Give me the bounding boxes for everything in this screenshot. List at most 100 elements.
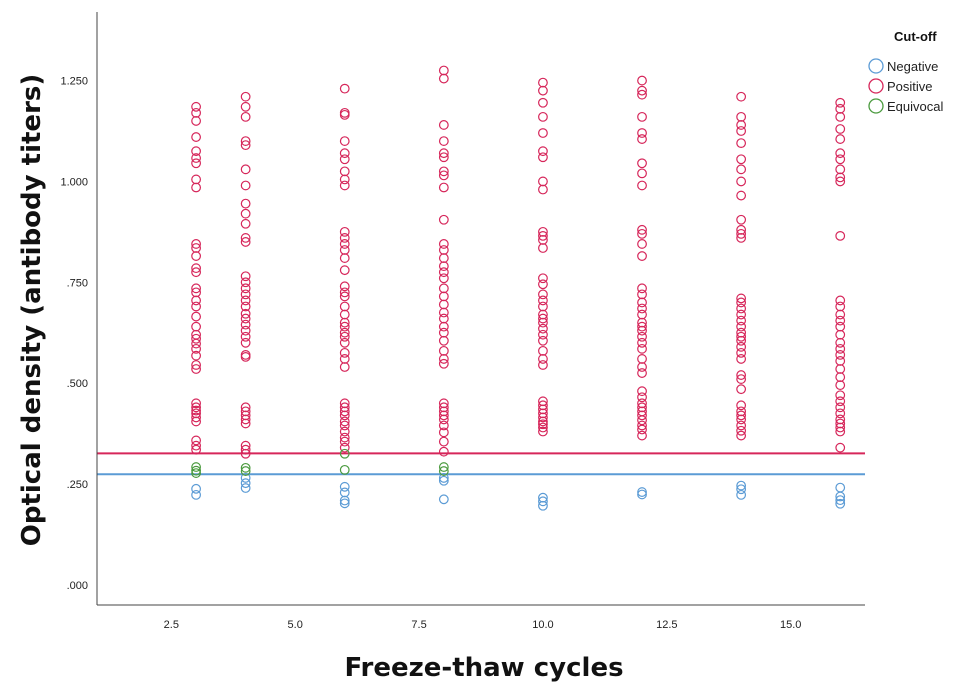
positive-point xyxy=(538,360,548,370)
positive-point xyxy=(240,414,251,425)
negative-point xyxy=(339,487,350,498)
legend-marker xyxy=(868,98,884,114)
positive-point xyxy=(240,180,251,191)
positive-point xyxy=(438,307,449,318)
positive-point xyxy=(240,218,251,229)
positive-point xyxy=(835,422,846,433)
positive-point xyxy=(191,107,201,118)
positive-point xyxy=(339,180,350,191)
positive-point xyxy=(637,180,647,191)
negative-point xyxy=(240,478,251,489)
positive-point xyxy=(339,309,350,320)
positive-point xyxy=(736,154,747,165)
positive-point xyxy=(736,341,747,352)
negative-point xyxy=(736,480,747,491)
positive-point xyxy=(637,111,647,122)
y-axis-title: Optical density (antibody titers) xyxy=(17,74,47,547)
positive-point xyxy=(736,335,747,346)
positive-point xyxy=(835,301,846,312)
positive-point xyxy=(637,134,647,144)
positive-point xyxy=(339,432,350,443)
positive-point xyxy=(736,321,747,332)
positive-point xyxy=(191,350,201,361)
positive-point xyxy=(191,412,201,423)
positive-point xyxy=(438,65,449,76)
positive-point xyxy=(736,309,747,320)
positive-point xyxy=(191,116,201,126)
positive-point xyxy=(637,424,647,435)
positive-point xyxy=(438,267,449,278)
positive-point xyxy=(438,446,449,457)
positive-point xyxy=(835,372,846,382)
positive-point xyxy=(438,245,449,255)
positive-point xyxy=(191,251,201,261)
positive-point xyxy=(339,148,350,159)
positive-point xyxy=(191,338,201,349)
positive-point xyxy=(538,289,548,300)
positive-point xyxy=(637,89,647,100)
positive-point xyxy=(438,299,449,310)
positive-point xyxy=(637,420,647,431)
positive-point xyxy=(191,343,201,354)
y-tick-label: .000 xyxy=(67,580,88,592)
negative-point xyxy=(835,495,846,506)
positive-point xyxy=(538,111,548,122)
positive-point xyxy=(339,154,350,165)
positive-point xyxy=(240,233,251,243)
reference-lines xyxy=(97,452,865,476)
positive-point xyxy=(736,214,747,225)
positive-point xyxy=(736,354,747,364)
positive-point xyxy=(240,444,251,455)
x-tick-label: 15.0 xyxy=(780,619,801,631)
positive-point xyxy=(438,414,449,425)
equivocal-point xyxy=(339,464,350,475)
positive-point xyxy=(438,182,449,193)
positive-point xyxy=(339,291,350,302)
positive-point xyxy=(835,321,846,332)
positive-point xyxy=(339,420,350,431)
negative-point xyxy=(538,500,548,511)
positive-point xyxy=(191,101,201,112)
positive-point xyxy=(637,283,647,294)
positive-point xyxy=(736,228,747,239)
positive-point xyxy=(637,362,647,372)
positive-point xyxy=(191,364,201,374)
positive-point xyxy=(736,303,747,314)
positive-point xyxy=(438,170,449,181)
negative-point xyxy=(438,475,449,486)
y-tick-label: 1.000 xyxy=(60,176,88,188)
positive-point xyxy=(240,349,251,360)
positive-point xyxy=(191,321,201,332)
positive-point xyxy=(438,345,449,356)
positive-point xyxy=(637,239,647,249)
legend-marker xyxy=(868,58,884,74)
positive-point xyxy=(191,158,201,169)
positive-point xyxy=(240,331,251,342)
positive-point xyxy=(438,283,449,294)
positive-point xyxy=(339,426,350,437)
positive-point xyxy=(835,442,846,453)
positive-point xyxy=(835,111,846,122)
positive-point xyxy=(339,406,350,417)
positive-point xyxy=(736,126,747,136)
positive-point xyxy=(637,251,647,261)
positive-point xyxy=(191,398,201,409)
positive-point xyxy=(637,85,647,96)
positive-point xyxy=(438,358,449,369)
y-tick-label: .250 xyxy=(67,479,88,491)
legend-title: Cut-off xyxy=(894,29,937,44)
positive-point xyxy=(339,166,350,177)
positive-point xyxy=(339,281,350,292)
positive-point xyxy=(637,331,647,342)
positive-point xyxy=(240,198,251,209)
positive-point xyxy=(835,315,846,326)
positive-point xyxy=(835,390,846,401)
positive-point xyxy=(339,327,350,338)
positive-point xyxy=(538,354,548,364)
x-tick-label: 2.5 xyxy=(164,619,179,631)
positive-point xyxy=(538,152,548,163)
positive-point xyxy=(240,237,251,247)
positive-point xyxy=(637,224,647,235)
positive-point xyxy=(438,214,449,225)
